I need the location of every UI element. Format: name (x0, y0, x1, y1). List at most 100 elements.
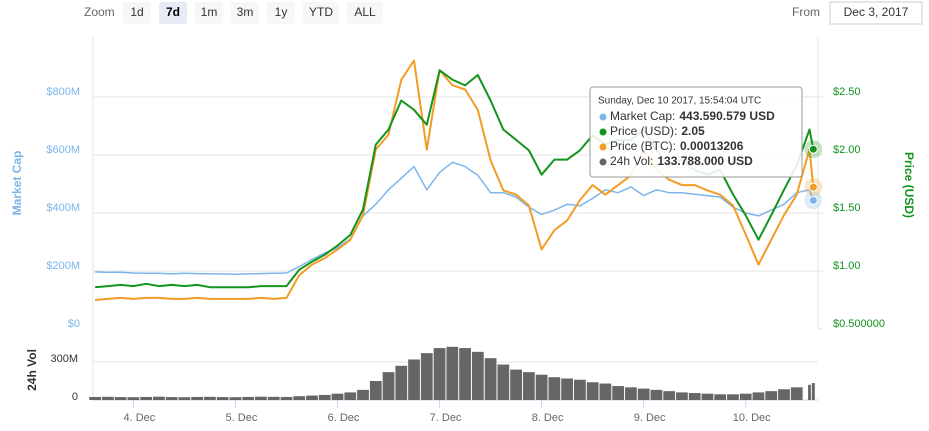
zoom-button-label[interactable]: 1d (130, 5, 143, 19)
zoom-button-label[interactable]: ALL (354, 5, 376, 19)
volume-bar (255, 396, 267, 400)
volume-bar (369, 381, 382, 400)
volume-bar (811, 383, 815, 400)
volume-bar (561, 378, 573, 400)
volume-bar (420, 353, 433, 400)
y2-tick-label: $1.50 (833, 202, 861, 214)
zoom-button-bg[interactable] (267, 2, 295, 24)
date-input[interactable] (829, 1, 923, 25)
x-tick-label: 7. Dec (430, 412, 462, 424)
volume-bar (727, 394, 739, 400)
zoom-button-label[interactable]: 7d (166, 5, 180, 19)
volume-bar (191, 396, 204, 400)
tooltip-header: Sunday, Dec 10 2017, 15:54:04 UTC (598, 96, 761, 107)
zoom-button-bg[interactable] (123, 2, 151, 24)
tooltip-row-label: 24h Vol: (610, 154, 653, 168)
tooltip-row: Price (USD): 2.05 (610, 124, 705, 138)
hover-marker (808, 182, 818, 192)
volume-bar (650, 389, 663, 400)
volume-bar (165, 397, 178, 400)
volume-bar (89, 396, 102, 400)
tooltip-bullet (599, 128, 607, 136)
volume-tick-label: 0 (72, 391, 78, 403)
tooltip-row-label: Price (USD): (610, 124, 677, 138)
volume-bar (573, 379, 586, 400)
volume-bar (752, 392, 765, 400)
volume-bar (382, 372, 395, 400)
tooltip-bullet (599, 158, 607, 166)
volume-bar (395, 365, 408, 400)
zoom-button-bg[interactable] (303, 2, 339, 24)
volume-axis-title: 24h Vol (25, 349, 39, 391)
volume-bar (408, 359, 420, 400)
tooltip-row: 24h Vol: 133.788.000 USD (610, 154, 753, 168)
tooltip-box (589, 86, 803, 178)
series-line (95, 161, 815, 275)
series-line (95, 59, 815, 301)
tooltip-row-value: 0.00013206 (680, 139, 744, 153)
zoom-button-bg[interactable] (159, 2, 187, 24)
volume-bar (701, 393, 714, 400)
x-tick-label: 5. Dec (226, 412, 258, 424)
y2-axis-title: Price (USD) (902, 152, 916, 218)
zoom-button-bg[interactable] (195, 2, 223, 24)
zoom-button-label[interactable]: YTD (309, 5, 333, 19)
volume-bar (433, 348, 446, 400)
volume-bar (663, 391, 676, 400)
date-input-value[interactable]: Dec 3, 2017 (844, 5, 909, 19)
volume-bar (497, 364, 510, 400)
zoom-button-bg[interactable] (347, 2, 383, 24)
volume-bar (714, 394, 727, 400)
zoom-button[interactable]: ALL (347, 2, 383, 24)
hover-marker (808, 144, 818, 154)
zoom-button-label[interactable]: 1y (275, 5, 288, 19)
tooltip: Sunday, Dec 10 2017, 15:54:04 UTC Market … (589, 86, 803, 178)
volume-bar (471, 351, 484, 400)
y-tick-label: $0 (68, 318, 80, 330)
y2-tick-label: $2.50 (833, 86, 861, 98)
volume-bar (586, 382, 599, 400)
zoom-button-label[interactable]: 3m (237, 5, 254, 19)
volume-bar (331, 393, 344, 400)
tooltip-bullet (599, 143, 607, 151)
volume-bar (114, 397, 127, 400)
y2-tick-label: $0.500000 (833, 318, 885, 330)
volume-bar (153, 396, 165, 400)
volume-bar (459, 348, 471, 400)
x-tick-label: 8. Dec (532, 412, 564, 424)
volume-bar (306, 395, 318, 400)
volume-bar (637, 388, 650, 400)
volume-bar (599, 383, 612, 400)
tooltip-row: Price (BTC): 0.00013206 (610, 139, 744, 153)
y-tick-label: $600M (46, 144, 80, 156)
zoom-button-label[interactable]: 1m (201, 5, 218, 19)
zoom-button[interactable]: YTD (303, 2, 339, 24)
tooltip-row-value: 443.590.579 USD (679, 109, 775, 123)
hover-marker (808, 195, 818, 205)
volume-bar (204, 396, 216, 400)
volume-bar (446, 346, 459, 400)
volume-tick-label: 300M (50, 353, 78, 365)
volume-bar (548, 377, 561, 400)
volume-bar (242, 396, 255, 400)
tooltip-row-value: 2.05 (681, 124, 705, 138)
x-tick-label: 9. Dec (634, 412, 666, 424)
tooltip-row-value: 133.788.000 USD (657, 154, 753, 168)
volume-bar (140, 396, 153, 400)
tooltip-row-label: Market Cap: (610, 109, 675, 123)
volume-bar (318, 394, 331, 400)
y-tick-label: $800M (46, 86, 80, 98)
y-tick-label: $200M (46, 260, 80, 272)
volume-bar (229, 397, 242, 400)
zoom-button[interactable]: 7d (159, 2, 187, 24)
zoom-button[interactable]: 1y (267, 2, 295, 24)
x-tick-label: 10. Dec (733, 412, 771, 424)
zoom-button[interactable]: 1d (123, 2, 151, 24)
zoom-button[interactable]: 3m (231, 2, 259, 24)
volume-bar (790, 387, 803, 400)
tooltip-bullet (599, 113, 607, 121)
volume-bar (510, 369, 522, 400)
volume-bar (216, 397, 229, 400)
zoom-button[interactable]: 1m (195, 2, 223, 24)
zoom-button-bg[interactable] (231, 2, 259, 24)
